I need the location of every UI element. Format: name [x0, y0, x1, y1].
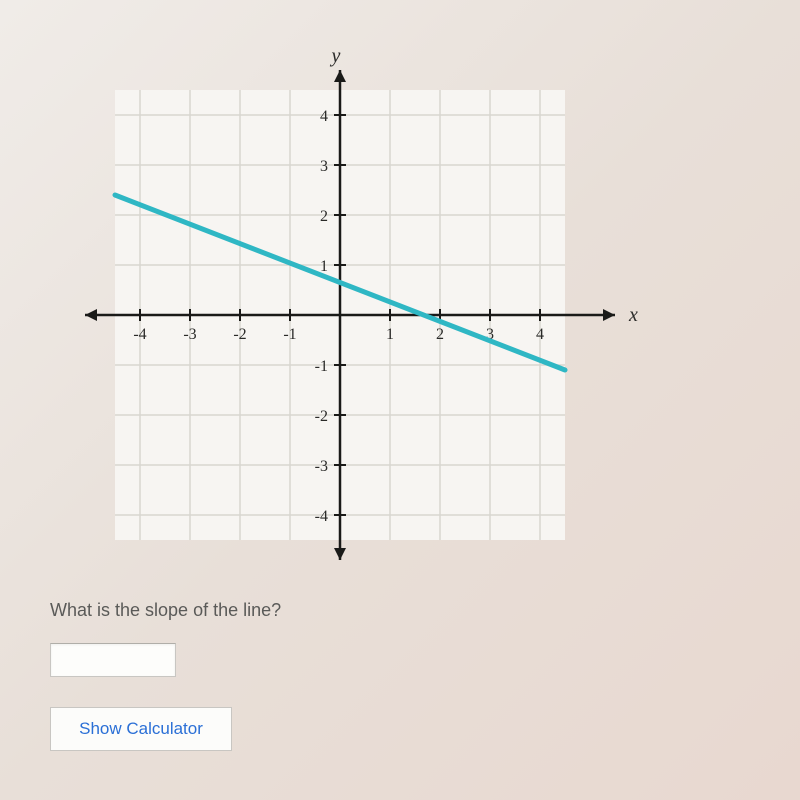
- svg-text:2: 2: [436, 326, 444, 343]
- svg-text:-1: -1: [315, 358, 328, 375]
- svg-text:1: 1: [320, 258, 328, 275]
- svg-text:x: x: [628, 304, 638, 326]
- svg-text:-4: -4: [133, 326, 146, 343]
- svg-text:-1: -1: [283, 326, 296, 343]
- svg-text:4: 4: [536, 326, 544, 343]
- svg-text:-2: -2: [233, 326, 246, 343]
- svg-text:-4: -4: [315, 508, 328, 525]
- svg-text:2: 2: [320, 208, 328, 225]
- svg-text:4: 4: [320, 108, 328, 125]
- show-calculator-button[interactable]: Show Calculator: [50, 707, 232, 751]
- svg-text:-2: -2: [315, 408, 328, 425]
- plot-svg: -4-3-2-11234-4-3-2-11234xy: [50, 40, 650, 600]
- svg-text:-3: -3: [315, 458, 328, 475]
- answer-input[interactable]: [50, 643, 176, 677]
- svg-text:-3: -3: [183, 326, 196, 343]
- question-text: What is the slope of the line?: [50, 600, 750, 621]
- svg-text:y: y: [330, 45, 341, 67]
- svg-text:3: 3: [320, 158, 328, 175]
- page-container: -4-3-2-11234-4-3-2-11234xy What is the s…: [0, 0, 800, 791]
- coordinate-plane-chart: -4-3-2-11234-4-3-2-11234xy: [50, 40, 610, 580]
- svg-text:1: 1: [386, 326, 394, 343]
